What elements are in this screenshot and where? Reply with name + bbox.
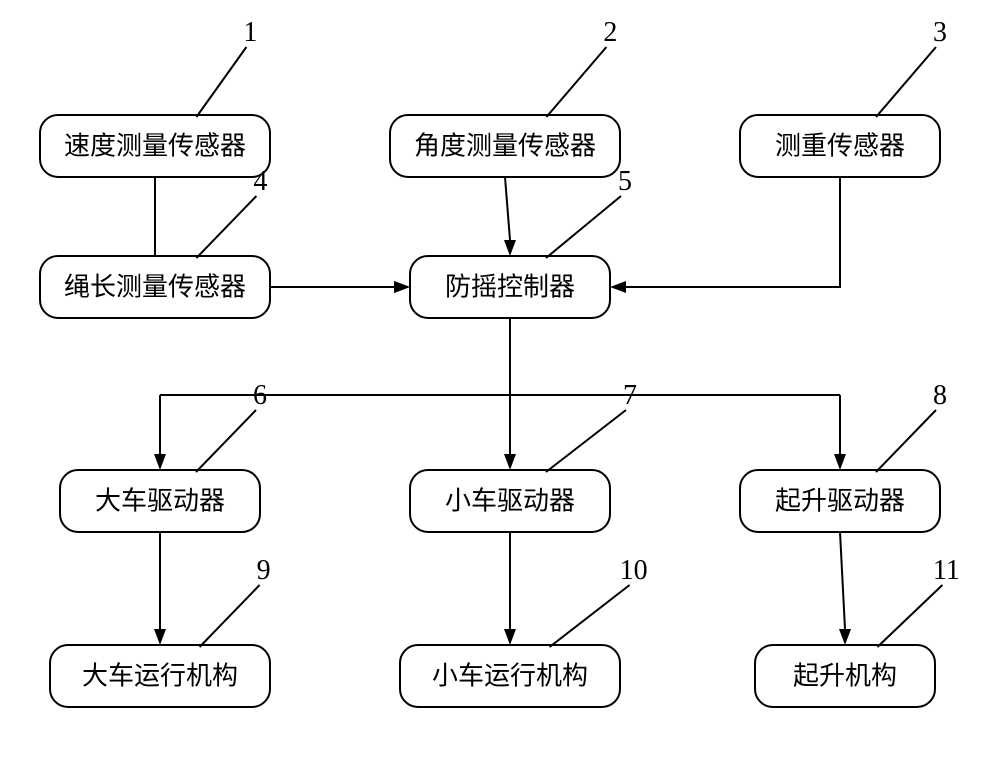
node-label: 起升驱动器 bbox=[775, 487, 905, 516]
node-label: 大车运行机构 bbox=[82, 662, 238, 691]
node-number: 10 bbox=[620, 555, 648, 586]
node-label: 绳长测量传感器 bbox=[64, 273, 246, 302]
node-number: 6 bbox=[253, 380, 267, 411]
node-number: 8 bbox=[933, 380, 947, 411]
node-number: 2 bbox=[603, 17, 617, 48]
node-number: 11 bbox=[933, 555, 960, 586]
node-n5: 防摇控制器 5 bbox=[410, 166, 632, 318]
node-number: 5 bbox=[618, 166, 632, 197]
node-number: 4 bbox=[253, 166, 267, 197]
node-n7: 小车驱动器 7 bbox=[410, 380, 637, 532]
node-number: 7 bbox=[623, 380, 637, 411]
node-label: 小车运行机构 bbox=[432, 662, 588, 691]
node-n11: 起升机构 11 bbox=[755, 555, 960, 707]
node-label: 测重传感器 bbox=[775, 132, 905, 161]
nodes: 速度测量传感器 1 角度测量传感器 2 测重传感器 3 绳长测量传感器 4 防摇控制器 5 大车驱动… bbox=[40, 17, 960, 707]
node-label: 防摇控制器 bbox=[445, 273, 575, 302]
node-number: 3 bbox=[933, 17, 947, 48]
node-n3: 测重传感器 3 bbox=[740, 17, 947, 177]
node-label: 小车驱动器 bbox=[445, 487, 575, 516]
node-label: 起升机构 bbox=[793, 662, 897, 691]
node-label: 速度测量传感器 bbox=[64, 132, 246, 161]
node-number: 1 bbox=[243, 17, 257, 48]
node-label: 角度测量传感器 bbox=[414, 132, 596, 161]
node-number: 9 bbox=[257, 555, 271, 586]
node-n1: 速度测量传感器 1 bbox=[40, 17, 270, 177]
node-label: 大车驱动器 bbox=[95, 487, 225, 516]
node-n10: 小车运行机构 10 bbox=[400, 555, 648, 707]
diagram-canvas: 速度测量传感器 1 角度测量传感器 2 测重传感器 3 绳长测量传感器 4 防摇控制器 5 大车驱动… bbox=[0, 0, 1000, 769]
node-n2: 角度测量传感器 2 bbox=[390, 17, 620, 177]
